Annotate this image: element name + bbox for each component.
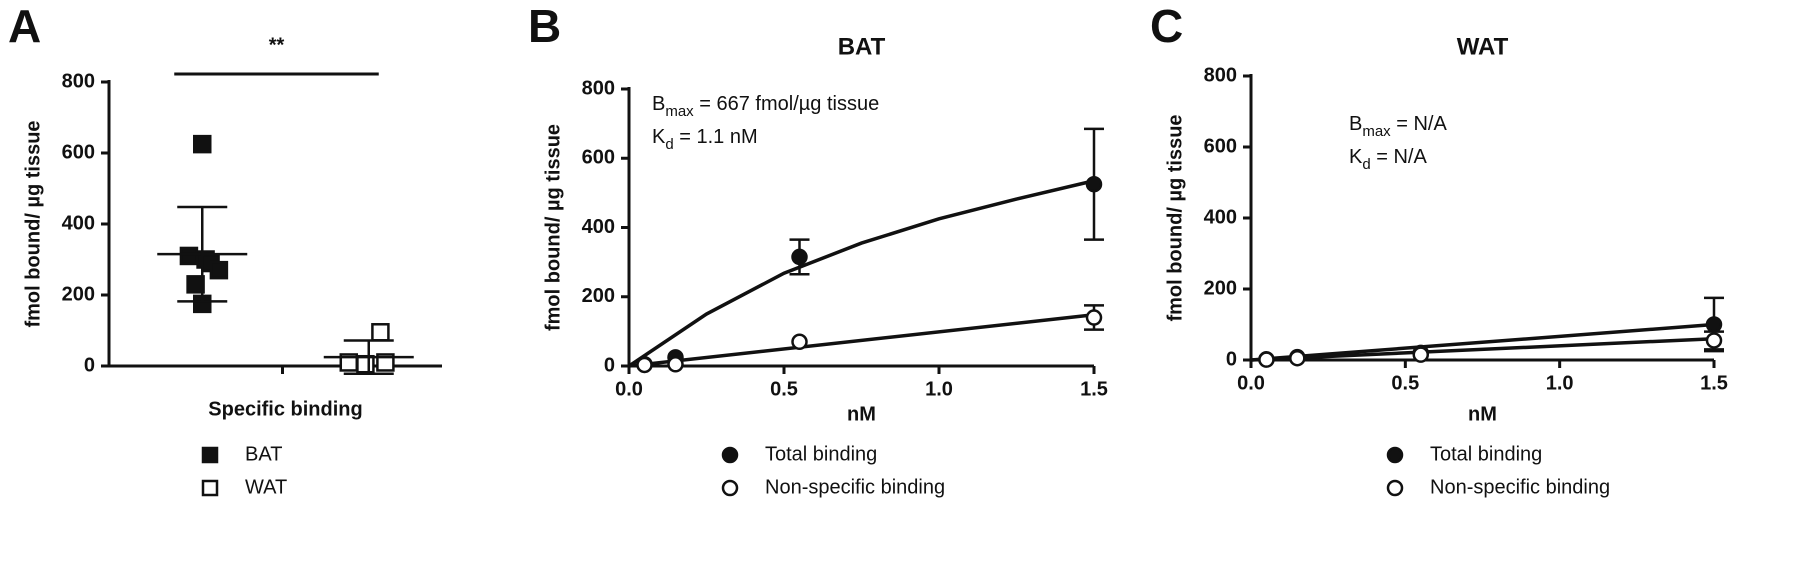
marker bbox=[1386, 479, 1404, 497]
y-axis-label: fmol bound/ µg tissue bbox=[1164, 114, 1186, 321]
marker bbox=[179, 246, 199, 266]
annotation-symbol: K bbox=[652, 126, 666, 148]
annotation-symbol: B bbox=[1349, 113, 1362, 135]
marker bbox=[721, 479, 739, 497]
y-tick-label: 200 bbox=[582, 285, 615, 307]
marker bbox=[201, 479, 219, 497]
y-tick-label: 800 bbox=[582, 77, 615, 99]
panel-letter: A bbox=[8, 0, 41, 52]
marker bbox=[667, 356, 684, 373]
fit-curve bbox=[1250, 336, 1715, 362]
x-axis-label: Specific binding bbox=[208, 398, 362, 420]
annotation: Kd = N/A bbox=[1349, 146, 1427, 173]
y-tick-label: 800 bbox=[62, 70, 95, 92]
marker bbox=[1412, 346, 1430, 363]
significance-label: ** bbox=[269, 34, 285, 56]
sd-bar bbox=[177, 205, 228, 303]
x-tick-label: 1.0 bbox=[1546, 372, 1574, 394]
y-tick-label: 600 bbox=[582, 147, 615, 169]
legend-label: WAT bbox=[245, 476, 287, 498]
panel-letter: C bbox=[1150, 0, 1183, 52]
y-axis-label: fmol bound/ µg tissue bbox=[542, 124, 564, 331]
marker bbox=[371, 323, 390, 342]
y-tick-label: 0 bbox=[1226, 348, 1237, 370]
y-tick-label: 400 bbox=[582, 216, 615, 238]
marker bbox=[201, 446, 219, 464]
annotation-subscript: d bbox=[665, 136, 673, 153]
x-tick-label: 0.0 bbox=[1237, 372, 1265, 394]
x-tick-label: 0.5 bbox=[1391, 372, 1419, 394]
annotation-text: = N/A bbox=[1391, 113, 1448, 135]
legend-label: Total binding bbox=[765, 443, 877, 465]
legend-label: Total binding bbox=[1430, 443, 1542, 465]
marker bbox=[791, 248, 808, 266]
sd-bar bbox=[343, 339, 394, 376]
y-tick-label: 800 bbox=[1204, 64, 1237, 86]
marker bbox=[791, 333, 808, 351]
annotation: Kd = 1.1 nM bbox=[652, 126, 758, 153]
x-tick-label: 0.5 bbox=[770, 378, 798, 400]
x-axis-label: nM bbox=[1468, 403, 1497, 425]
x-tick-label: 1.0 bbox=[925, 378, 953, 400]
x-tick-label: 1.5 bbox=[1080, 378, 1108, 400]
annotation-text: = 1.1 nM bbox=[674, 126, 758, 148]
annotation: Bmax = 667 fmol/µg tissue bbox=[652, 93, 879, 120]
panel-letter: B bbox=[528, 0, 561, 52]
annotation: Bmax = N/A bbox=[1349, 113, 1447, 140]
y-tick-label: 200 bbox=[1204, 277, 1237, 299]
annotation-symbol: B bbox=[652, 93, 665, 115]
x-axis-label: nM bbox=[847, 403, 876, 425]
legend-label: Non-specific binding bbox=[765, 476, 945, 498]
y-tick-label: 200 bbox=[62, 283, 95, 305]
marker bbox=[376, 353, 395, 372]
annotation-symbol: K bbox=[1349, 146, 1363, 168]
x-tick-label: 1.5 bbox=[1700, 372, 1728, 394]
marker bbox=[209, 260, 229, 280]
marker bbox=[356, 354, 375, 374]
y-tick-label: 0 bbox=[84, 354, 95, 376]
marker bbox=[1258, 351, 1275, 368]
annotation-text: = N/A bbox=[1371, 146, 1428, 168]
y-tick-label: 0 bbox=[604, 354, 615, 376]
fit-curve bbox=[628, 179, 1095, 368]
y-tick-label: 600 bbox=[62, 141, 95, 163]
marker bbox=[1705, 332, 1723, 349]
chart-title: WAT bbox=[1457, 33, 1509, 60]
marker bbox=[193, 134, 212, 154]
marker bbox=[1085, 175, 1103, 193]
marker bbox=[1705, 316, 1723, 333]
marker bbox=[186, 275, 205, 294]
fit-curve bbox=[628, 313, 1095, 368]
y-axis-label: fmol bound/ µg tissue bbox=[22, 120, 44, 327]
annotation-subscript: d bbox=[1362, 156, 1370, 173]
annotation-subscript: max bbox=[665, 103, 694, 120]
annotation-subscript: max bbox=[1362, 123, 1391, 140]
marker bbox=[1289, 349, 1306, 367]
chart-title: BAT bbox=[838, 33, 886, 60]
legend-label: Non-specific binding bbox=[1430, 476, 1610, 498]
annotation-text: = 667 fmol/µg tissue bbox=[694, 93, 880, 115]
marker bbox=[1386, 446, 1404, 464]
fit-curve bbox=[1250, 322, 1715, 362]
marker bbox=[721, 446, 739, 464]
y-tick-label: 400 bbox=[1204, 206, 1237, 228]
y-tick-label: 400 bbox=[62, 212, 95, 234]
y-tick-label: 600 bbox=[1204, 135, 1237, 157]
marker bbox=[636, 356, 653, 374]
x-tick-label: 0.0 bbox=[615, 378, 643, 400]
marker bbox=[1085, 309, 1103, 326]
legend-label: BAT bbox=[245, 443, 282, 465]
